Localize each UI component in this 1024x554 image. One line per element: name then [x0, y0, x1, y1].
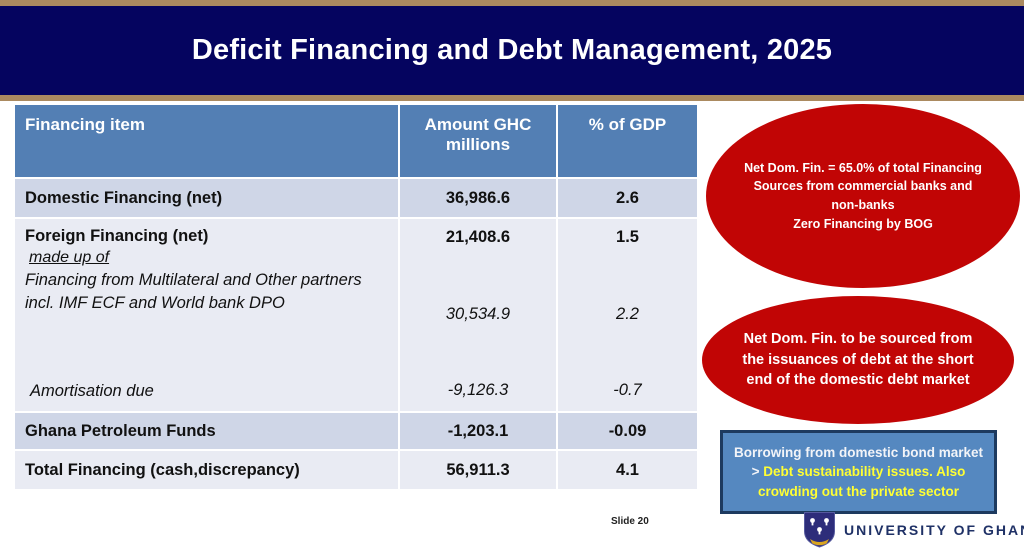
callout-oval-domestic-financing: Net Dom. Fin. = 65.0% of total Financing… — [706, 104, 1020, 288]
callout-box-yellow-text: Debt sustainability issues. Also crowdin… — [757, 464, 966, 499]
amortisation-label: Amortisation due — [30, 382, 154, 400]
amortisation-amount: -9,126.3 — [447, 381, 509, 399]
oval2-text: Net Dom. Fin. to be sourced from the iss… — [742, 331, 974, 389]
slide-number: Slide 20 — [611, 516, 649, 527]
multilateral-label: Financing from Multilateral and Other pa… — [25, 271, 362, 312]
foreign-amount: 21,408.6 — [445, 228, 511, 246]
col-header-gdp: % of GDP — [558, 105, 697, 177]
callout-oval-debt-issuance: Net Dom. Fin. to be sourced from the iss… — [702, 296, 1014, 424]
oval1-line2: Sources from commercial banks and non-ba… — [753, 179, 973, 212]
university-footer: UNIVERSITY OF GHANA — [803, 511, 1024, 549]
oval1-line3: Zero Financing by BOG — [793, 216, 933, 231]
title-bottom-border-strip — [0, 95, 1024, 101]
col-header-financing-item: Financing item — [15, 105, 398, 177]
row-petroleum-gdp: -0.09 — [558, 413, 697, 449]
university-of-ghana-crest-icon — [804, 512, 835, 548]
slide-title: Deficit Financing and Debt Management, 2… — [191, 34, 833, 66]
col-header-amount: Amount GHC millions — [400, 105, 556, 177]
callout-box-white-text: Borrowing from domestic bond market > — [733, 445, 984, 480]
row-foreign-amount-cell: 21,408.6 30,534.9 -9,126.3 — [400, 219, 556, 411]
row-domestic-label: Domestic Financing (net) — [15, 179, 398, 217]
top-border-strip — [0, 0, 1024, 6]
row-petroleum-amount: -1,203.1 — [400, 413, 556, 449]
callout-box-text: Borrowing from domestic bond market > De… — [732, 443, 985, 500]
multilateral-amount: 30,534.9 — [445, 304, 511, 323]
made-up-of-label: made up of — [29, 249, 110, 266]
row-foreign-gdp-cell: 1.5 2.2 -0.7 — [558, 219, 697, 411]
row-total-label: Total Financing (cash,discrepancy) — [15, 451, 398, 489]
callout-box-borrowing: Borrowing from domestic bond market > De… — [720, 430, 997, 514]
foreign-gdp: 1.5 — [616, 228, 639, 246]
university-name: UNIVERSITY OF GHANA — [844, 522, 1024, 538]
title-band: Deficit Financing and Debt Management, 2… — [0, 6, 1024, 95]
row-petroleum-label: Ghana Petroleum Funds — [15, 413, 398, 449]
row-domestic-gdp: 2.6 — [558, 179, 697, 217]
row-foreign-label-cell: Foreign Financing (net) made up of Finan… — [15, 219, 398, 411]
multilateral-gdp: 2.2 — [616, 304, 639, 323]
row-total-gdp: 4.1 — [558, 451, 697, 489]
row-total-amount: 56,911.3 — [400, 451, 556, 489]
row-domestic-amount: 36,986.6 — [400, 179, 556, 217]
amortisation-gdp: -0.7 — [613, 381, 642, 399]
foreign-financing-label: Foreign Financing (net) — [25, 227, 209, 245]
financing-table: Financing item Amount GHC millions % of … — [15, 105, 697, 489]
oval1-line1: Net Dom. Fin. = 65.0% of total Financing — [744, 160, 982, 175]
